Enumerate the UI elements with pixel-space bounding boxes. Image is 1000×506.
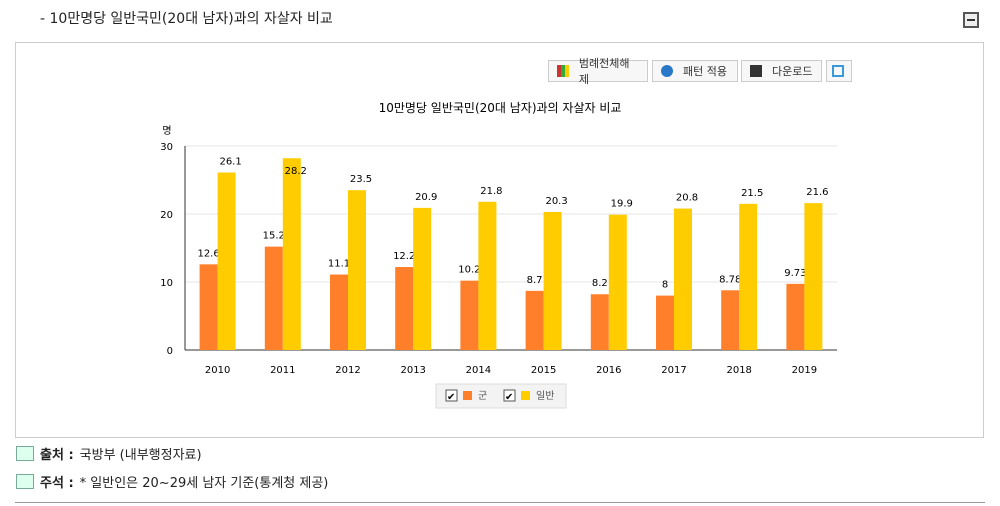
data-label: 19.9 [611, 199, 633, 210]
chart-title: 10만명당 일반국민(20대 남자)과의 자살자 비교 [379, 101, 622, 115]
y-tick-label: 20 [160, 210, 173, 221]
legend-checkbox[interactable] [503, 389, 516, 402]
source-label: 출처 : [40, 448, 74, 463]
x-tick-label: 2010 [205, 365, 230, 376]
chart-container [15, 42, 984, 438]
bar-general [217, 172, 236, 350]
bar-military [199, 264, 218, 350]
source-note: 출처 : 국방부 (내부행정자료) [16, 444, 202, 463]
legend-swatch [463, 391, 472, 400]
data-label: 15.2 [263, 231, 285, 242]
data-label: 9.73 [784, 268, 806, 279]
remark-text: * 일반인은 20~29세 남자 기준(통계청 제공) [79, 476, 329, 491]
data-label: 21.6 [806, 187, 828, 198]
bar-military [460, 280, 479, 350]
bar-military [721, 290, 740, 350]
check-icon: ✔ [505, 392, 513, 403]
x-tick-label: 2014 [466, 365, 491, 376]
data-label: 12.2 [393, 251, 415, 262]
source-text: 국방부 (내부행정자료) [79, 448, 202, 463]
legend-label: 일반 [536, 390, 554, 402]
legend-label: 군 [478, 390, 487, 402]
data-label: 11.1 [328, 259, 350, 270]
download-button[interactable]: 다운로드 [741, 60, 822, 82]
data-label: 8.2 [592, 278, 608, 289]
bar-general [413, 207, 432, 350]
bar-general [282, 158, 301, 350]
bar-general [608, 214, 627, 350]
legend-off-button[interactable]: 범례전체해제 [548, 57, 648, 86]
x-tick-label: 2018 [726, 365, 751, 376]
save-icon [750, 65, 762, 77]
x-tick-label: 2013 [400, 365, 425, 376]
bar-military [525, 290, 544, 350]
y-tick-label: 10 [160, 278, 173, 289]
bar-military [395, 267, 414, 350]
x-tick-label: 2012 [335, 365, 360, 376]
book-icon [16, 446, 34, 461]
x-tick-label: 2019 [792, 365, 817, 376]
data-label: 23.5 [350, 174, 372, 185]
legend-checkbox[interactable] [445, 389, 458, 402]
bar-military [656, 295, 674, 350]
pattern-label: 패턴 적용 [683, 65, 727, 78]
bar-general [804, 203, 823, 350]
data-label: 26.1 [219, 157, 241, 168]
fullscreen-button[interactable] [826, 60, 852, 82]
y-axis-label: 명 [162, 125, 171, 137]
legend-swatch [521, 391, 530, 400]
bar-military [264, 246, 283, 350]
refresh-icon [661, 65, 673, 77]
legend-box [435, 383, 567, 409]
pattern-button[interactable]: 패턴 적용 [652, 60, 738, 82]
legend-off-label: 범례전체해제 [578, 57, 630, 86]
x-tick-label: 2017 [661, 365, 686, 376]
x-tick-label: 2015 [531, 365, 556, 376]
data-label: 8.78 [719, 274, 741, 285]
download-label: 다운로드 [772, 65, 813, 78]
collapse-button[interactable] [963, 12, 979, 28]
expand-icon [832, 65, 844, 77]
bar-general [543, 211, 562, 350]
bar-general [739, 203, 758, 350]
y-tick-label: 30 [160, 142, 173, 153]
y-tick-label: 0 [167, 346, 173, 357]
bar-general [348, 190, 366, 350]
remark-label: 주석 : [40, 476, 74, 491]
bar-general [478, 201, 497, 350]
check-icon: ✔ [447, 392, 455, 403]
x-tick-label: 2016 [596, 365, 621, 376]
bar-military [786, 283, 805, 350]
book-icon [16, 474, 34, 489]
data-label: 21.8 [480, 186, 502, 197]
data-label: 8 [662, 280, 668, 291]
data-label: 8.7 [527, 275, 543, 286]
bar-military [590, 294, 609, 350]
data-label: 28.2 [285, 166, 307, 177]
data-label: 20.9 [415, 192, 437, 203]
data-label: 20.8 [676, 193, 698, 204]
bar-military [330, 274, 348, 350]
data-label: 20.3 [545, 196, 567, 207]
data-label: 12.6 [197, 248, 219, 259]
divider [15, 502, 985, 503]
data-label: 10.2 [458, 265, 480, 276]
chart-icon [557, 65, 569, 77]
x-tick-label: 2011 [270, 365, 295, 376]
section-title: - 10만명당 일반국민(20대 남자)과의 자살자 비교 [40, 11, 333, 27]
data-label: 21.5 [741, 188, 763, 199]
bar-general [674, 208, 692, 350]
remark-note: 주석 : * 일반인은 20~29세 남자 기준(통계청 제공) [16, 472, 328, 491]
